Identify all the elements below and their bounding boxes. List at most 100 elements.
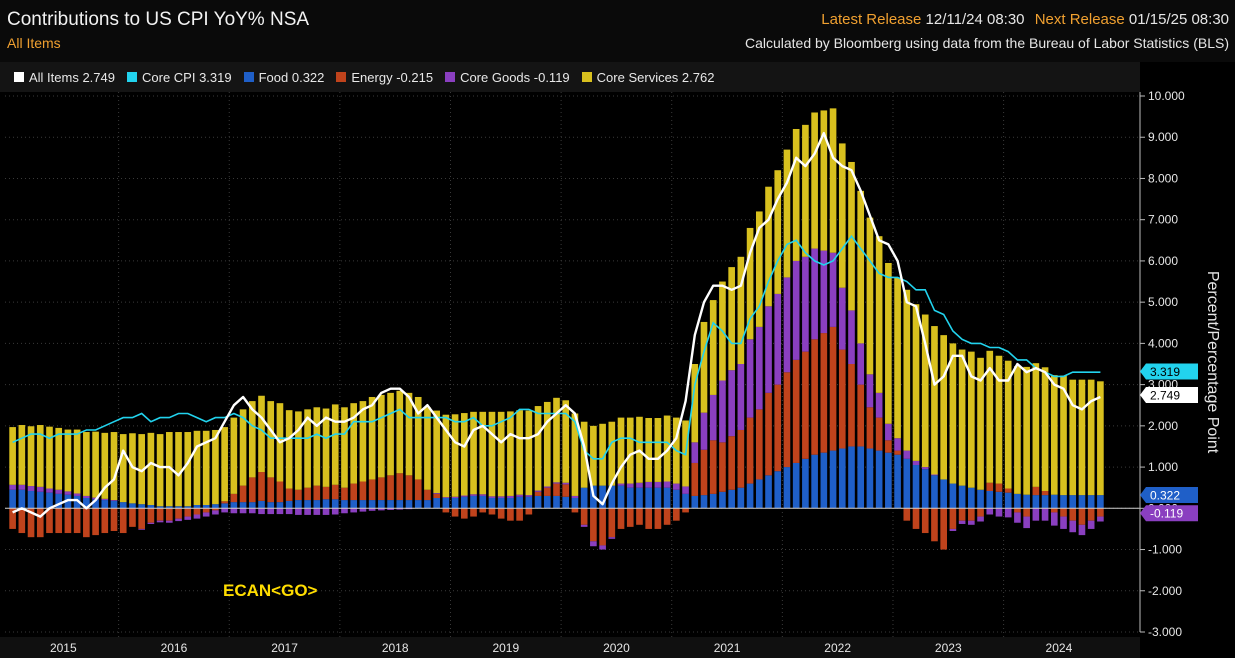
y-axis-label: Percent/Percentage Point [1204,271,1221,454]
bar-core-goods [857,343,865,385]
bar-core-goods [977,516,984,522]
x-tick-label: 2018 [382,641,409,655]
legend-item-core-cpi[interactable]: Core CPI 3.319 [127,70,232,85]
bar-core-goods [654,481,662,488]
bar-food [193,505,201,509]
bar-core-goods [27,486,35,491]
bar-food [673,489,680,509]
bar-energy [700,449,708,496]
bar-core-services [912,304,920,461]
bar-core-goods [36,486,44,492]
legend-item-food[interactable]: Food 0.322 [243,69,325,85]
bar-energy [202,508,210,513]
bar-food [156,506,164,509]
bar-core-goods [599,545,606,550]
bar-core-goods [691,442,699,463]
bar-energy [322,486,330,500]
bar-energy [875,417,883,451]
bar-food [212,504,219,509]
bar-core-goods [875,392,883,418]
bar-energy [193,508,201,515]
bar-core-services [949,343,957,484]
bar-food [848,446,855,509]
bar-core-services [46,426,53,489]
bar-food [18,489,26,509]
bar-core-services [248,401,256,478]
bar-core-goods [101,498,109,501]
bar-food [1097,495,1104,509]
bar-core-services [221,427,228,502]
legend-item-core-goods[interactable]: Core Goods -0.119 [445,70,570,85]
bar-core-services [9,427,16,485]
bar-core-goods [765,306,772,393]
bar-food [350,500,358,509]
bar-energy [995,483,1003,492]
bar-core-services [424,407,431,490]
bar-core-services [267,401,275,478]
bar-core-services [470,411,477,495]
bar-core-goods [1050,512,1058,526]
bar-energy [313,485,321,501]
bar-core-goods [912,460,920,466]
legend-item-energy[interactable]: Energy -0.215 [336,70,433,85]
value-tag-label: -0.119 [1150,507,1183,521]
bar-core-services [147,432,155,506]
legend-swatch [445,72,456,82]
bar-core-goods [248,508,256,514]
bar-food [986,490,994,509]
bar-food [359,500,367,509]
y-tick-label: 7.000 [1148,213,1178,227]
bar-core-services [590,425,597,486]
bar-core-services [977,357,984,490]
bar-core-services [405,392,413,476]
bar-core-services [341,407,348,488]
bar-energy [378,477,385,501]
bar-core-services [230,417,238,494]
bar-food [1032,495,1040,509]
y-tick-label: 8.000 [1148,171,1178,185]
bar-core-goods [931,474,938,476]
bar-core-services [774,170,782,294]
bar-energy [903,508,911,521]
bar-food [709,493,717,509]
bar-food [940,479,947,509]
bar-energy [92,508,99,536]
bar-core-services [700,321,708,413]
value-tag-label: 0.322 [1150,489,1180,503]
bar-energy [1023,508,1030,517]
bar-core-services [931,326,938,475]
bar-food [949,483,957,509]
bar-core-goods [138,528,145,530]
bar-food [258,500,265,509]
bar-food [313,500,321,509]
bar-core-goods [350,508,358,513]
bar-core-services [507,411,514,496]
bar-core-goods [525,495,533,497]
bar-core-services [387,392,394,476]
bar-energy [470,508,477,517]
legend-item-all-items[interactable]: All Items 2.749 [14,70,115,85]
bar-food [479,495,487,509]
legend-item-core-services[interactable]: Core Services 2.762 [581,70,714,85]
legend-label: Food 0.322 [258,69,325,85]
legend-label: Core CPI 3.319 [142,69,232,85]
bar-core-goods [838,287,846,350]
bar-energy [101,508,109,534]
bar-core-goods [1032,508,1040,521]
bar-core-services [562,400,570,483]
bar-core-goods [783,277,791,373]
bar-energy [571,508,579,513]
bar-core-services [1032,363,1040,487]
bar-energy [36,508,44,538]
bar-food [995,491,1003,509]
bar-food [571,498,579,509]
bar-energy [239,485,247,503]
bar-core-goods [1097,516,1104,522]
bar-energy [405,475,413,501]
bar-energy [802,351,809,459]
bar-core-goods [184,516,192,520]
bar-food [488,498,496,509]
bar-core-goods [451,496,459,498]
bar-core-services [553,397,560,483]
bar-core-services [258,395,265,473]
